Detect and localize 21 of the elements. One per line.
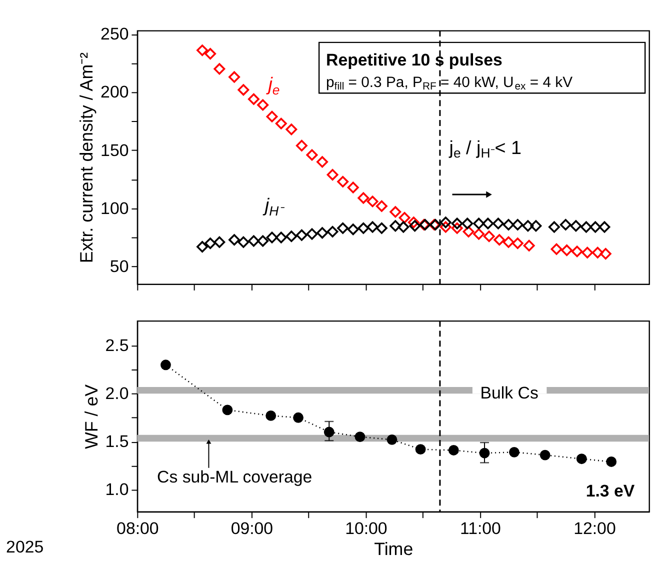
y-tick-label: 200: [100, 82, 129, 102]
y-tick-label: 50: [110, 257, 129, 276]
y-axis-title: WF / eV: [81, 384, 102, 449]
y-tick-label: 2.0: [105, 384, 129, 404]
x-tick-label: 10:00: [345, 518, 388, 538]
x-tick-label: 11:00: [460, 518, 501, 538]
band-label: Bulk Cs: [480, 384, 538, 403]
y-axis-title: Extr. current density / Am⁻²: [76, 52, 97, 264]
x-tick-label: 12:00: [574, 518, 616, 538]
x-tick-label: 08:00: [116, 518, 159, 538]
band-label: Cs sub-ML coverage: [157, 467, 312, 486]
annotation: 1.3 eV: [586, 482, 636, 501]
x-tick-label: 09:00: [230, 518, 274, 538]
y-tick-label: 100: [100, 198, 129, 218]
y-tick-label: 2.5: [105, 336, 129, 356]
x-axis-title: Time: [374, 538, 414, 559]
y-tick-label: 1.5: [105, 432, 129, 452]
y-tick-label: 250: [100, 24, 129, 44]
y-tick-label: 1.0: [105, 480, 129, 500]
y-tick-label: 150: [100, 140, 129, 160]
text: 2025: [6, 537, 44, 556]
